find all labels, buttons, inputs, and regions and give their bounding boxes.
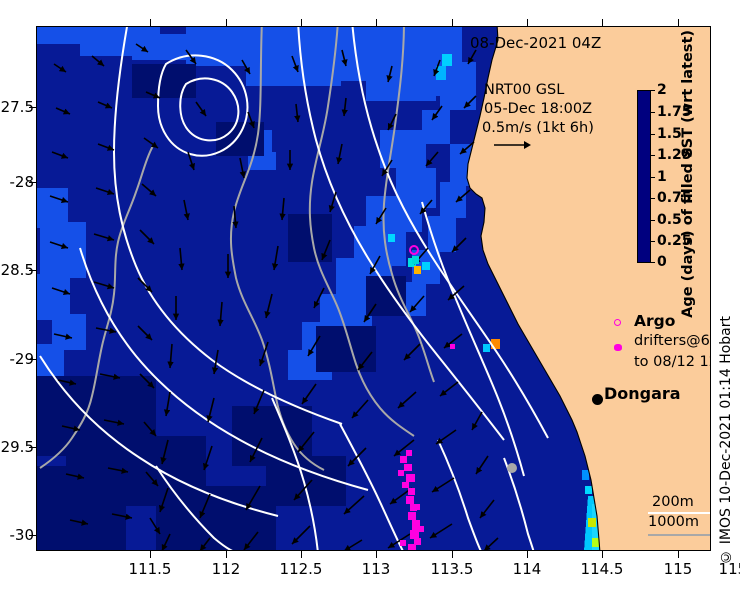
x-tick-label: 114.5 <box>580 560 624 578</box>
colorbar-tick <box>651 262 655 263</box>
y-tick <box>29 447 36 448</box>
copyright-notice: © IMOS 10-Dec-2021 01:14 Hobart <box>718 316 734 565</box>
colorbar-label: 0 <box>657 254 667 270</box>
x-tick-top <box>678 19 679 26</box>
dongara-place-label: Dongara <box>604 384 681 403</box>
x-tick-label: 112.5 <box>279 560 323 578</box>
depth-1000m-sample-line <box>648 534 710 536</box>
drifters-legend-label: drifters@6h <box>634 333 711 349</box>
colorbar-label: 0.75 <box>657 190 692 206</box>
colorbar <box>637 90 651 263</box>
colorbar-label: 0.25 <box>657 233 692 249</box>
colorbar-label: 1.25 <box>657 147 692 163</box>
map-date-label: 08-Dec-2021 04Z <box>470 34 602 52</box>
argo-legend-label: Argo <box>634 312 676 330</box>
x-tick-label: 112 <box>211 560 241 578</box>
colorbar-label: 1 <box>657 169 667 185</box>
colorbar-tick <box>651 134 655 135</box>
colorbar-title: Age (days) of filled SST (wrt latest) <box>680 30 696 318</box>
argo-legend-marker <box>614 319 621 326</box>
colorbar-tick <box>651 112 655 113</box>
colorbar-label: 1.5 <box>657 126 682 142</box>
drifter-legend-marker <box>614 344 622 351</box>
y-tick-label: -28 <box>9 173 35 191</box>
x-tick-top <box>602 19 603 26</box>
x-tick-label: 114 <box>512 560 542 578</box>
colorbar-label: 0.5 <box>657 212 682 228</box>
velocity-reference-arrow <box>494 141 531 149</box>
y-tick <box>29 270 36 271</box>
y-tick-label: -28.5 <box>0 261 34 279</box>
x-tick <box>678 551 679 558</box>
colorbar-tick <box>651 177 655 178</box>
x-tick-label: 113 <box>361 560 391 578</box>
depth-1000m-label: 1000m <box>648 514 700 530</box>
x-tick <box>226 551 227 558</box>
y-tick-label: -30 <box>9 526 35 544</box>
colorbar-tick <box>651 155 655 156</box>
colorbar-tick <box>651 241 655 242</box>
y-tick <box>29 107 36 108</box>
depth-200m-label: 200m <box>652 494 694 510</box>
y-tick-label: -29.5 <box>0 438 34 456</box>
y-tick-label: -27.5 <box>0 98 34 116</box>
y-tick <box>29 359 36 360</box>
colorbar-tick <box>651 220 655 221</box>
bathymetry-contour-1000m <box>39 26 435 471</box>
drifters-time-label: to 08/12 12Z <box>634 354 711 370</box>
x-tick-label: 111.5 <box>128 560 172 578</box>
x-tick <box>452 551 453 558</box>
model-name-label: NRT00 GSL <box>484 82 565 98</box>
ssh-contours <box>39 26 549 551</box>
y-tick-label: -29 <box>9 350 35 368</box>
x-tick-top <box>376 19 377 26</box>
y-tick <box>29 182 36 183</box>
colorbar-tick <box>651 198 655 199</box>
x-tick <box>602 551 603 558</box>
colorbar-label: 2 <box>657 82 667 98</box>
x-tick-top <box>452 19 453 26</box>
velocity-vector-field <box>49 43 499 551</box>
colorbar-tick <box>651 90 655 91</box>
x-tick <box>301 551 302 558</box>
x-tick-label: 113.5 <box>430 560 474 578</box>
x-tick-label: 115 <box>663 560 693 578</box>
model-time-label: 05-Dec 18:00Z <box>484 101 593 117</box>
x-tick-label: 115.5 <box>718 560 740 578</box>
dongara-city-marker[interactable] <box>592 394 603 405</box>
x-tick-top <box>226 19 227 26</box>
y-tick <box>29 535 36 536</box>
x-tick-top <box>301 19 302 26</box>
x-tick-top <box>527 19 528 26</box>
observation-markers[interactable] <box>36 26 711 551</box>
x-tick-top <box>150 19 151 26</box>
velocity-scale-label: 0.5m/s (1kt 6h) <box>482 120 594 136</box>
depth-200m-sample-line <box>648 512 710 514</box>
x-tick <box>150 551 151 558</box>
colorbar-label: 1.75 <box>657 104 692 120</box>
map-plot-area[interactable]: 08-Dec-2021 04Z NRT00 GSL 05-Dec 18:00Z … <box>36 26 711 551</box>
x-tick <box>527 551 528 558</box>
x-tick <box>376 551 377 558</box>
